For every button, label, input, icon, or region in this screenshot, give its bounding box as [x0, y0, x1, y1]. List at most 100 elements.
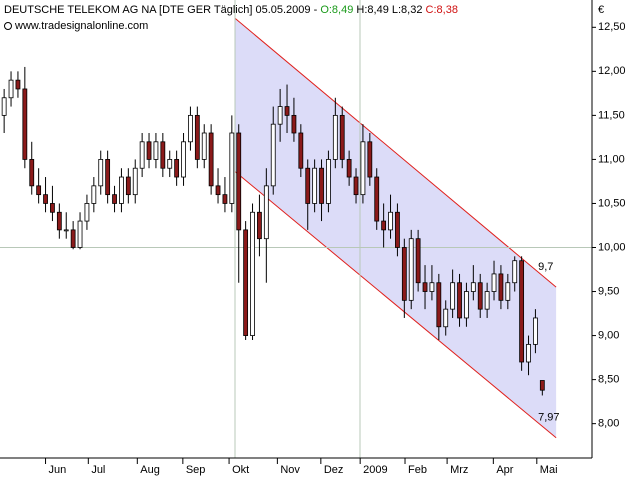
- candle-body: [519, 260, 525, 363]
- candle-body: [132, 167, 138, 196]
- candle-body: [167, 159, 173, 169]
- open-value: O:8,49: [320, 4, 353, 16]
- channel-upper: [234, 18, 557, 288]
- close-value: C:8,38: [426, 4, 458, 16]
- candle-body: [160, 141, 166, 169]
- y-tick-label: 9,50: [598, 285, 619, 297]
- candle-body: [125, 176, 131, 196]
- candle-body: [201, 132, 207, 160]
- x-tick-label: 2009: [363, 464, 387, 476]
- candle-body: [291, 114, 297, 134]
- candle-body: [450, 282, 456, 310]
- candle-body: [29, 159, 35, 187]
- candle-body: [43, 194, 48, 204]
- candle-body: [436, 282, 442, 328]
- candle-body: [539, 380, 545, 391]
- candle-body: [305, 167, 311, 204]
- x-tick-label: Nov: [280, 464, 300, 476]
- y-tick-label: 8,50: [598, 374, 619, 386]
- candle-body: [319, 167, 324, 204]
- candle-body: [119, 176, 124, 204]
- candle-body: [222, 194, 228, 204]
- candle-body: [457, 282, 462, 319]
- candle-body: [146, 141, 152, 160]
- x-tick-label: Mrz: [450, 464, 468, 476]
- candle-body: [98, 159, 104, 187]
- channel-label: 7,97: [538, 412, 559, 424]
- candle-body: [415, 238, 421, 284]
- candle-body: [250, 211, 255, 336]
- candle-body: [367, 141, 373, 178]
- date: 05.05.2009: [255, 4, 310, 16]
- y-tick-label: 11,50: [598, 109, 625, 121]
- candle-body: [36, 185, 42, 196]
- candle-body: [56, 211, 62, 231]
- candle-body: [15, 79, 21, 90]
- x-tick-label: Apr: [496, 464, 513, 476]
- y-tick-label: 11,00: [598, 153, 625, 165]
- candle-body: [505, 282, 511, 301]
- x-tick-label: Dez: [324, 464, 344, 476]
- candle-body: [498, 273, 504, 301]
- separator: -: [314, 4, 318, 16]
- candle-body: [77, 220, 83, 248]
- candle-body: [477, 282, 483, 310]
- source-icon: [4, 22, 12, 30]
- candle-body: [105, 159, 111, 196]
- candle-body: [346, 159, 352, 178]
- y-tick-label: 9,00: [598, 329, 619, 341]
- candle-body: [401, 247, 407, 301]
- x-tick-label: Sep: [186, 464, 206, 476]
- candle-body: [429, 282, 435, 292]
- candle-body: [91, 185, 97, 204]
- candle-body: [512, 260, 518, 284]
- candle-body: [153, 141, 159, 160]
- candle-body: [270, 123, 276, 187]
- x-tick-label: Jul: [91, 464, 105, 476]
- source: www.tradesignalonline.com: [14, 20, 148, 32]
- candle-body: [236, 132, 242, 231]
- candle-body: [353, 176, 359, 196]
- candle-body: [464, 291, 469, 319]
- candle-body: [395, 211, 400, 248]
- candle-body: [443, 308, 449, 328]
- candle-body: [339, 114, 345, 160]
- y-tick-label: 12,50: [598, 21, 626, 33]
- unit: €: [598, 4, 604, 16]
- y-tick-label: 8,00: [598, 418, 619, 430]
- x-tick-label: Okt: [232, 464, 249, 476]
- high-low-values: H:8,49 L:8,32: [356, 4, 422, 16]
- channel-lower: [234, 171, 557, 439]
- instrument: DEUTSCHE TELEKOM AG NA [DTE GER Täglich]: [4, 4, 252, 16]
- candle-body: [360, 141, 366, 196]
- candle-body: [112, 194, 117, 204]
- candle-body: [491, 273, 497, 292]
- candle-body: [22, 88, 28, 160]
- x-tick-label: Feb: [408, 464, 427, 476]
- candle-body: [174, 159, 180, 178]
- candle-body: [50, 203, 55, 213]
- candle-body: [388, 211, 393, 231]
- candle-body: [257, 211, 262, 240]
- candle-body: [332, 114, 338, 160]
- candle-body: [1, 97, 7, 116]
- candle-body: [484, 291, 490, 310]
- candle-body: [312, 167, 318, 204]
- candle-body: [526, 343, 531, 363]
- candle-body: [298, 132, 304, 169]
- candle-body: [422, 282, 428, 292]
- candle-body: [533, 317, 538, 345]
- candle-body: [229, 132, 235, 204]
- x-tick-label: Aug: [140, 464, 160, 476]
- candle-body: [181, 141, 186, 178]
- candle-body: [63, 229, 69, 232]
- y-tick-label: 10,50: [598, 197, 626, 209]
- candle-body: [277, 106, 283, 125]
- candle-body: [470, 282, 476, 292]
- candle-body: [374, 176, 380, 222]
- y-tick-label: 12,00: [598, 65, 626, 77]
- candle-body: [243, 229, 249, 336]
- candle-body: [208, 132, 214, 187]
- candle-body: [194, 114, 200, 160]
- candle-body: [263, 185, 269, 240]
